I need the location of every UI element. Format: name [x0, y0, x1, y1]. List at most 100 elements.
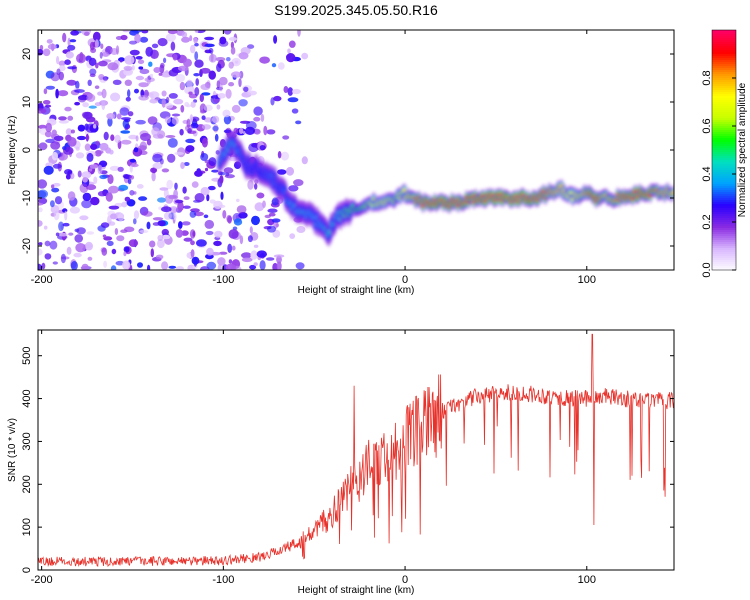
- colorbar-step: [712, 120, 736, 123]
- colorbar-step: [712, 164, 736, 167]
- noise-cell: [230, 46, 236, 55]
- noise-cell: [38, 263, 42, 270]
- noise-cell: [192, 231, 196, 237]
- y-tick-label: 400: [21, 389, 33, 407]
- noise-cell: [181, 36, 191, 43]
- noise-cell: [66, 79, 77, 86]
- colorbar-step: [712, 240, 736, 243]
- colorbar-step: [712, 260, 736, 263]
- noise-cell: [259, 56, 270, 64]
- noise-cell: [150, 167, 158, 173]
- noise-cell: [199, 93, 204, 103]
- noise-cell: [117, 213, 124, 222]
- colorbar-step: [712, 160, 736, 163]
- noise-cell: [273, 254, 285, 258]
- noise-cell: [238, 52, 249, 60]
- colorbar-step: [712, 96, 736, 99]
- noise-cell: [38, 189, 49, 199]
- noise-cell: [151, 171, 156, 182]
- colorbar-frame: [711, 29, 737, 271]
- colorbar-step: [712, 250, 736, 253]
- noise-cell: [287, 87, 294, 96]
- noise-cell: [134, 33, 141, 44]
- figure-title: S199.2025.345.05.50.R16: [274, 2, 438, 18]
- noise-cell: [77, 135, 87, 141]
- noise-cell: [66, 246, 72, 255]
- noise-cell: [111, 248, 117, 255]
- colorbar-step: [712, 86, 736, 89]
- noise-cell: [273, 35, 278, 44]
- noise-cell: [122, 260, 131, 270]
- noise-cell: [224, 174, 235, 179]
- noise-cell: [94, 102, 102, 107]
- noise-cell: [82, 192, 92, 202]
- noise-cell: [228, 61, 234, 69]
- spectrogram-noise-cells: [38, 30, 309, 270]
- noise-cell: [69, 39, 77, 43]
- noise-cell: [206, 194, 210, 202]
- noise-cell: [122, 30, 130, 33]
- noise-cell: [110, 134, 115, 141]
- noise-cell: [277, 169, 287, 175]
- noise-cell: [247, 44, 255, 49]
- y-tick-label: -10: [21, 190, 33, 206]
- y-tick-label: -20: [21, 238, 33, 254]
- noise-cell: [187, 128, 192, 134]
- noise-cell: [266, 257, 275, 261]
- noise-cell: [271, 63, 277, 68]
- snr-panel: -200 -100 0 100 0 100 200 300 400 500 Height of …: [7, 329, 675, 596]
- noise-cell: [259, 260, 266, 270]
- noise-cell: [152, 217, 164, 221]
- colorbar-step: [712, 254, 736, 257]
- noise-cell: [74, 101, 80, 106]
- colorbar-step: [712, 74, 736, 77]
- noise-cell: [208, 54, 217, 63]
- colorbar-step: [712, 118, 736, 121]
- noise-cell: [45, 122, 52, 133]
- colorbar-step: [712, 134, 736, 137]
- noise-cell: [249, 226, 253, 234]
- noise-cell: [99, 142, 109, 151]
- noise-cell: [208, 157, 217, 167]
- noise-cell: [76, 227, 86, 235]
- noise-cell: [190, 44, 196, 54]
- noise-cell: [177, 201, 184, 212]
- noise-cell: [301, 52, 309, 60]
- colorbar-step: [712, 140, 736, 143]
- colorbar-step: [712, 166, 736, 169]
- colorbar-step: [712, 174, 736, 177]
- colorbar-step: [712, 264, 736, 267]
- noise-cell: [253, 244, 259, 248]
- colorbar-step: [712, 126, 736, 129]
- noise-cell: [245, 126, 255, 135]
- noise-cell: [157, 238, 165, 249]
- noise-cell: [165, 70, 169, 74]
- noise-cell: [95, 150, 104, 155]
- noise-cell: [76, 53, 86, 64]
- noise-cell: [250, 250, 258, 260]
- noise-cell: [168, 93, 178, 99]
- colorbar-step: [712, 116, 736, 119]
- noise-cell: [190, 249, 195, 258]
- noise-cell: [283, 86, 289, 93]
- noise-cell: [228, 229, 239, 239]
- noise-cell: [102, 76, 109, 81]
- noise-cell: [195, 78, 199, 86]
- noise-cell: [41, 262, 46, 270]
- noise-cell: [42, 100, 51, 105]
- colorbar-step: [712, 212, 736, 215]
- noise-cell: [142, 211, 153, 217]
- noise-cell: [153, 67, 161, 73]
- noise-cell: [212, 115, 220, 124]
- noise-cell: [296, 226, 306, 233]
- noise-cell: [226, 57, 231, 62]
- noise-cell: [195, 239, 207, 247]
- spectrogram-y-ticks: 20 10 0 -10 -20: [21, 48, 674, 254]
- noise-cell: [133, 218, 137, 225]
- colorbar-step: [712, 62, 736, 65]
- snr-x-ticks: -200 -100 0 100: [31, 330, 596, 586]
- noise-cell: [103, 131, 109, 141]
- noise-cell: [65, 51, 74, 59]
- noise-cell: [276, 261, 282, 270]
- noise-cell: [131, 30, 142, 33]
